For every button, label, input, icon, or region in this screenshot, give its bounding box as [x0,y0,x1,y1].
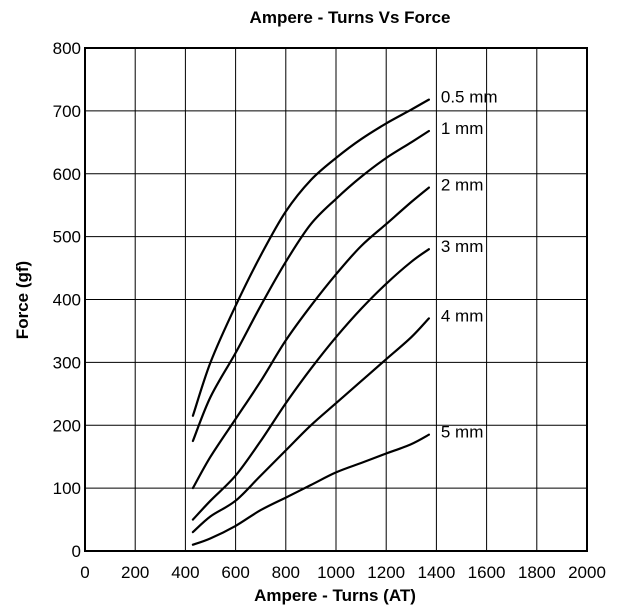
y-tick-label: 600 [53,165,81,184]
y-tick-label: 300 [53,353,81,372]
x-tick-label: 2000 [568,563,606,582]
y-tick-label: 800 [53,39,81,58]
x-tick-label: 1600 [468,563,506,582]
y-tick-label: 500 [53,228,81,247]
series-line [191,129,430,443]
x-tick-label: 400 [171,563,199,582]
x-axis-label: Ampere - Turns (AT) [254,586,416,605]
chart-title: Ampere - Turns Vs Force [250,8,451,27]
y-tick-label: 700 [53,102,81,121]
series-line [191,98,430,417]
y-axis-label: Force (gf) [13,261,32,339]
y-tick-label: 0 [72,542,81,561]
x-tick-label: 200 [121,563,149,582]
x-tick-label: 0 [80,563,89,582]
x-tick-label: 800 [272,563,300,582]
series-label: 4 mm [441,306,484,325]
series-line [191,186,430,490]
series-labels: 0.5 mm 1 mm 2 mm 3 mm 4 mm 5 mm [441,88,498,442]
series-label: 2 mm [441,176,484,195]
series-label: 3 mm [441,237,484,256]
plot-frame [84,47,588,552]
x-tick-label: 1000 [317,563,355,582]
series-label: 0.5 mm [441,88,498,107]
series-label: 1 mm [441,119,484,138]
series-curves [191,98,430,546]
y-tick-label: 200 [53,416,81,435]
tick-labels: 0 200 400 600 800 1000 1200 1400 1600 1800 2000 0 10… [53,39,606,582]
x-tick-label: 1800 [518,563,556,582]
x-tick-label: 1400 [417,563,455,582]
series-line [191,433,430,546]
x-tick-label: 1200 [367,563,405,582]
y-tick-label: 100 [53,479,81,498]
y-tick-label: 400 [53,291,81,310]
series-line [191,317,430,534]
grid [84,47,588,552]
x-tick-label: 600 [221,563,249,582]
series-label: 5 mm [441,423,484,442]
series-line [191,248,430,521]
